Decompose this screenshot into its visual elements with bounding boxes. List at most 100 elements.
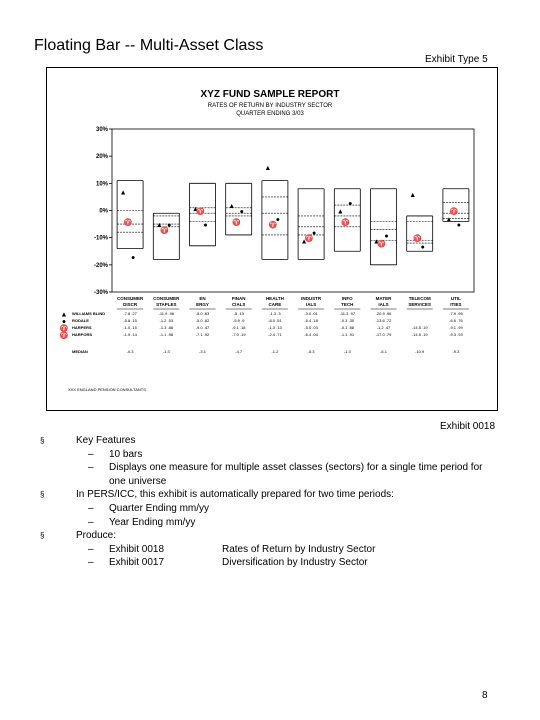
- category-label: DISCR: [123, 302, 138, 307]
- table-cell: -1.1 .98: [160, 332, 174, 337]
- category-label: INFO: [342, 296, 353, 301]
- table-cell: -1.2 .53: [160, 318, 174, 323]
- table-cell: -9.3 .93: [449, 332, 463, 337]
- portfolio-marker: ▲: [228, 203, 235, 210]
- sub-bullet-description: Diversification by Industry Sector: [222, 557, 368, 569]
- portfolio-marker: ♈: [341, 217, 350, 226]
- table-cell: -1.3 .3: [269, 311, 281, 316]
- bullet-mark: §: [40, 531, 45, 541]
- sub-bullet-text: Exhibit 0017: [109, 557, 165, 569]
- sub-bullet-text: Displays one measure for multiple asset …: [109, 462, 483, 474]
- bullet-text: Produce:: [76, 530, 117, 542]
- category-label: MATER: [376, 296, 392, 301]
- median-value: -1.3: [344, 349, 352, 354]
- table-cell: -5.0 .63: [196, 311, 210, 316]
- sub-bullet-text: Year Ending mm/yy: [109, 516, 196, 528]
- median-value: -4.7: [235, 349, 243, 354]
- sub-bullet-mark: –: [88, 543, 94, 555]
- median-value: -6.1: [380, 349, 388, 354]
- portfolio-marker: ♈: [269, 220, 278, 229]
- portfolio-marker: ♈: [232, 217, 241, 226]
- y-tick-label: 0%: [99, 209, 108, 215]
- sub-bullet-mark: –: [88, 462, 94, 474]
- portfolio-marker: ●: [457, 222, 461, 229]
- table-cell: -1.9 .14: [123, 332, 137, 337]
- portfolio-marker: ♈: [413, 234, 422, 243]
- category-label: ITIES: [450, 302, 461, 307]
- report-footer: XXX ENGLAND PENSION CONSULTANTS: [68, 387, 146, 392]
- exhibit-type-label: Exhibit Type 5: [425, 54, 488, 65]
- portfolio-marker: ♈: [450, 207, 459, 216]
- category-label: ERGY: [196, 302, 209, 307]
- y-tick-label: -20%: [94, 263, 109, 269]
- table-cell: -1.1 .91: [341, 332, 355, 337]
- portfolio-marker: ▲: [301, 238, 308, 245]
- sub-bullet-description: Rates of Return by Industry Sector: [222, 543, 376, 555]
- table-cell: -0.3 .30: [341, 318, 355, 323]
- bullet-text: Key Features: [76, 435, 136, 446]
- portfolio-marker: ●: [167, 222, 171, 229]
- table-row-label: HARPORS: [72, 332, 92, 337]
- sub-bullet-mark: –: [88, 557, 94, 569]
- table-cell: -3.0 .01: [304, 311, 318, 316]
- sub-bullet-continuation: one universe: [109, 475, 167, 487]
- table-cell: -6.4 .04: [304, 332, 318, 337]
- portfolio-marker: ♈: [196, 207, 205, 216]
- portfolio-marker: ▲: [192, 206, 199, 213]
- page-title: Floating Bar -- Multi-Asset Class: [34, 37, 264, 54]
- legend-marker: ♈: [60, 324, 69, 333]
- category-label: UTIL: [451, 296, 461, 301]
- table-cell: -5 .13: [234, 311, 245, 316]
- portfolio-marker: ▲: [337, 209, 344, 216]
- y-tick-label: -10%: [94, 236, 109, 242]
- exhibit-number: Exhibit 0018: [440, 421, 496, 432]
- portfolio-marker: ●: [421, 244, 425, 251]
- table-cell: -9.0 .47: [196, 325, 210, 330]
- category-label: CONSUMER: [153, 296, 180, 301]
- table-cell: -14.5 .19: [412, 332, 429, 337]
- portfolio-marker: ●: [240, 209, 244, 216]
- table-row-label: HARPERS: [72, 325, 92, 330]
- bullet-mark: §: [40, 436, 45, 445]
- portfolio-marker: ●: [348, 200, 352, 207]
- table-cell: -20.9 .96: [376, 311, 393, 316]
- category-label: CONSUMER: [117, 296, 144, 301]
- table-cell: -1.3 .88: [160, 325, 174, 330]
- table-cell: -0.1 .88: [341, 325, 355, 330]
- table-cell: -14.5 .19: [412, 325, 429, 330]
- y-tick-label: 20%: [96, 154, 109, 160]
- category-label: SERVICES: [408, 302, 431, 307]
- portfolio-marker: ♈: [124, 217, 133, 226]
- category-label: INDUSTR: [301, 296, 322, 301]
- table-cell: -9.1 .18: [232, 325, 246, 330]
- median-value: -0.3: [127, 349, 135, 354]
- category-label: CIALS: [232, 302, 246, 307]
- portfolio-marker: ▲: [156, 222, 163, 229]
- category-label: FINAN: [232, 296, 246, 301]
- median-value: -5.3: [308, 349, 316, 354]
- page-number: 8: [482, 690, 488, 701]
- sub-bullet-text: Quarter Ending mm/yy: [109, 503, 210, 514]
- table-cell: -9.1 .99: [449, 325, 463, 330]
- table-cell: -7.9 .95: [449, 311, 463, 316]
- report-subtitle-2: QUARTER ENDING 3/03: [236, 111, 304, 117]
- table-cell: -6.4 .18: [304, 318, 318, 323]
- median-value: -9.3: [452, 349, 460, 354]
- table-cell: -11.3 .97: [340, 311, 356, 316]
- portfolio-marker: ▲: [120, 189, 127, 196]
- table-row-label: RODALE: [72, 318, 89, 323]
- y-tick-label: 10%: [96, 181, 109, 187]
- portfolio-marker: ▲: [409, 192, 416, 199]
- table-cell: -2.4 .71: [268, 332, 282, 337]
- bullet-mark: §: [40, 490, 45, 500]
- exhibit-frame: [46, 67, 498, 411]
- floating-bar: [153, 213, 179, 259]
- table-cell: -5.0 .62: [196, 318, 210, 323]
- report-title: XYZ FUND SAMPLE REPORT: [201, 89, 340, 100]
- table-cell: -1.2 .47: [377, 325, 391, 330]
- table-cell: -7.1 .92: [196, 332, 210, 337]
- sub-bullet-text: Exhibit 0018: [109, 543, 165, 555]
- category-label: IALS: [378, 302, 388, 307]
- table-cell: -5.8 .15: [123, 318, 137, 323]
- portfolio-marker: ●: [276, 217, 280, 224]
